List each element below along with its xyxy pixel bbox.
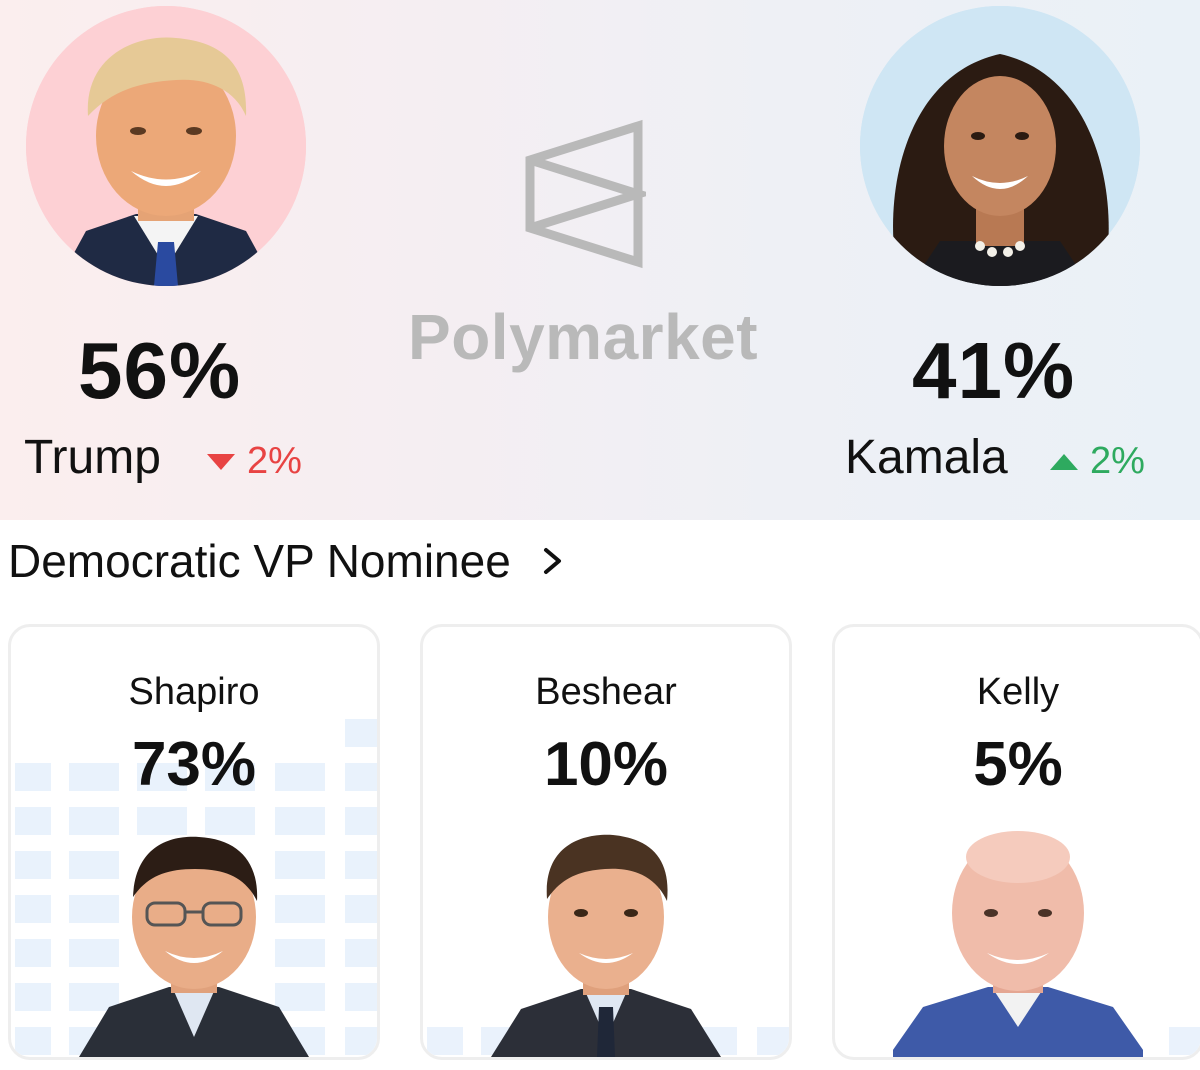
brand-wordmark: Polymarket xyxy=(408,301,759,373)
vp-section-title: Democratic VP Nominee xyxy=(8,535,511,587)
chevron-right-icon xyxy=(543,548,561,574)
probability-grid xyxy=(15,719,377,1055)
trump-change-value: 2% xyxy=(247,440,302,482)
trump-name: Trump xyxy=(24,431,161,484)
vp-card-percent: 10% xyxy=(543,730,669,799)
vp-card-percent: 73% xyxy=(131,730,257,799)
vp-card-name: Kelly xyxy=(976,671,1060,713)
kamala-avatar xyxy=(860,6,1140,286)
trump-change: 2% xyxy=(205,440,302,483)
vp-card-name: Shapiro xyxy=(128,671,260,713)
vp-card-kelly[interactable]: Kelly 5% xyxy=(832,624,1200,1060)
kamala-name: Kamala xyxy=(845,431,1008,484)
vp-card-percent: 5% xyxy=(973,730,1063,799)
presidential-hero: Polymarket 56% Trump 2% 41% Kamala 2% xyxy=(0,0,1200,520)
kamala-percent: 41% xyxy=(912,326,1076,415)
vp-card-name: Beshear xyxy=(535,671,677,713)
triangle-up-icon xyxy=(1050,453,1078,470)
kamala-change: 2% xyxy=(1048,440,1145,483)
triangle-down-icon xyxy=(207,453,235,470)
trump-percent: 56% xyxy=(78,326,242,415)
beshear-headshot xyxy=(491,834,721,1057)
shapiro-headshot xyxy=(79,836,309,1057)
trump-avatar xyxy=(26,6,306,286)
vp-card-beshear[interactable]: Beshear 10% xyxy=(420,624,792,1060)
probability-grid xyxy=(1169,1027,1200,1055)
kelly-headshot xyxy=(893,831,1143,1057)
kamala-change-value: 2% xyxy=(1090,440,1145,482)
vp-card-shapiro[interactable]: Shapiro 73% xyxy=(8,624,380,1060)
vp-section-link[interactable]: Democratic VP Nominee xyxy=(8,534,565,588)
polymarket-logo-icon xyxy=(525,119,646,269)
